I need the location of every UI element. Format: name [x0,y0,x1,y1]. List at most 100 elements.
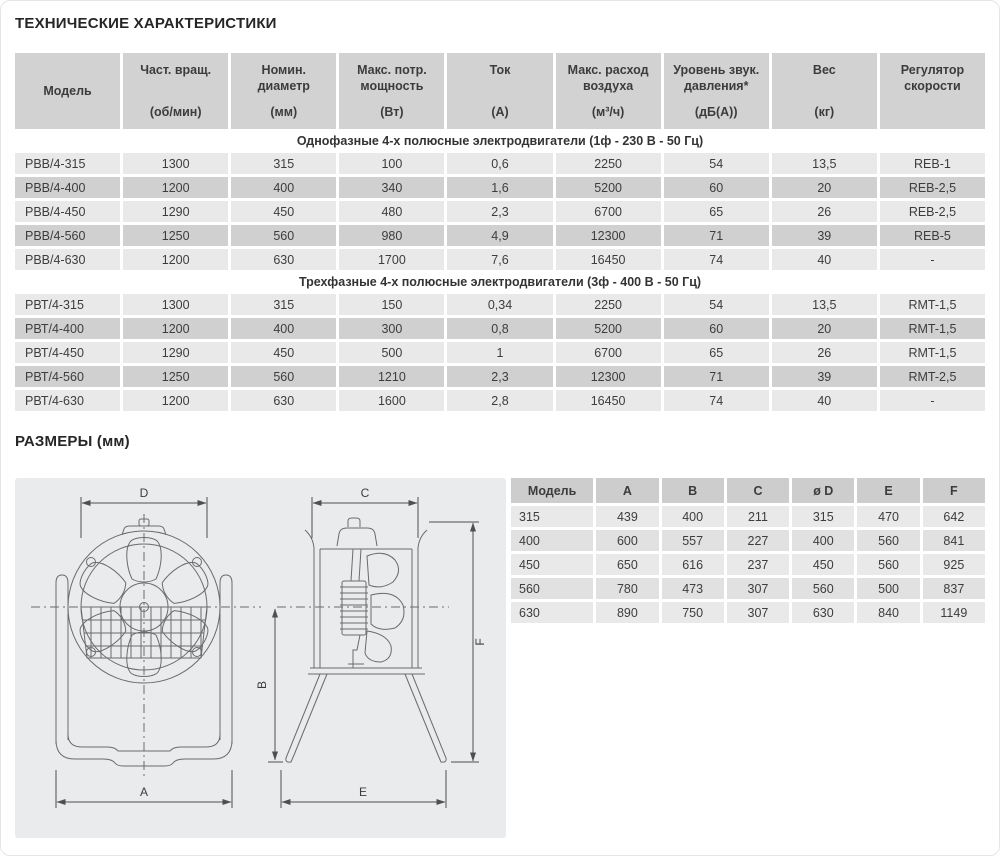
spec-value-cell: 2,8 [447,390,553,411]
spec-value-cell: 1250 [123,366,229,387]
dims-column-header: Модель [511,478,594,503]
spec-column-header: Макс. потр. мощность (Вт) [339,53,445,129]
dims-value-cell: 211 [726,506,790,527]
model-cell: РВВ/4-630 [15,249,121,270]
model-cell: РВТ/4-560 [15,366,121,387]
dims-column-header: E [857,478,920,503]
spec-value-cell: 315 [231,153,337,174]
spec-value-cell: 2250 [555,294,661,315]
dims-model-cell: 630 [511,602,594,623]
spec-value-cell: 1 [447,342,553,363]
fan-drawing-panel: D [15,478,506,838]
spec-value-cell: 1290 [123,201,229,222]
spec-value-cell: 150 [339,294,445,315]
dims-column-header: C [726,478,790,503]
spec-value-cell: 1210 [339,366,445,387]
spec-table: Модель Част. вращ. (об/мин) Номин. диаметр (… [15,53,985,411]
column-header-unit: (Вт) [380,104,404,119]
spec-value-cell: 2250 [555,153,661,174]
dims-value-cell: 557 [661,530,724,551]
dims-value-cell: 650 [596,554,659,575]
spec-value-cell: 60 [663,318,769,339]
dims-value-cell: 600 [596,530,659,551]
dims-value-cell: 439 [596,506,659,527]
dims-model-cell: 450 [511,554,594,575]
column-header-label: Макс. расход воздуха [567,63,649,94]
dims-value-cell: 560 [857,530,920,551]
dims-value-cell: 473 [661,578,724,599]
dims-model-cell: 400 [511,530,594,551]
dims-value-cell: 315 [792,506,855,527]
dims-model-cell: 560 [511,578,594,599]
spec-value-cell: 12300 [555,366,661,387]
spec-value-cell: 60 [663,177,769,198]
dimensions-title: РАЗМЕРЫ (мм) [15,433,130,450]
dims-value-cell: 400 [661,506,724,527]
spec-value-cell: RMT-1,5 [879,342,985,363]
dims-value-cell: 780 [596,578,659,599]
spec-value-cell: 20 [771,318,877,339]
spec-value-cell: RMT-1,5 [879,318,985,339]
spec-value-cell: 5200 [555,177,661,198]
dim-label-e: E [359,785,367,799]
column-header-unit: (дБ(А)) [694,104,738,119]
spec-value-cell: 1200 [123,318,229,339]
fan-grille [80,606,208,659]
spec-value-cell: 1700 [339,249,445,270]
tech-specs-title: ТЕХНИЧЕСКИЕ ХАРАКТЕРИСТИКИ [15,15,277,32]
spec-value-cell: 0,8 [447,318,553,339]
spec-value-cell: 2,3 [447,201,553,222]
column-header-unit: (А) [491,104,509,119]
dims-value-cell: 470 [857,506,920,527]
column-header-label: Уровень звук. давления* [673,63,760,94]
spec-value-cell: 71 [663,366,769,387]
dims-value-cell: 840 [857,602,920,623]
dims-value-cell: 890 [596,602,659,623]
spec-value-cell: 74 [663,390,769,411]
spec-value-cell: 39 [771,366,877,387]
dims-value-cell: 616 [661,554,724,575]
column-header-label: Макс. потр. мощность [357,63,427,94]
spec-value-cell: 26 [771,342,877,363]
spec-value-cell: 13,5 [771,294,877,315]
spec-value-cell: 1200 [123,390,229,411]
dims-value-cell: 227 [726,530,790,551]
column-header-label: Модель [43,83,92,98]
spec-value-cell: 54 [663,153,769,174]
fan-front-view: D [31,486,261,808]
spec-value-cell: 500 [339,342,445,363]
spec-value-cell: 1290 [123,342,229,363]
spec-value-cell: 1200 [123,249,229,270]
column-header-label: Ток [489,63,511,77]
spec-value-cell: 560 [231,366,337,387]
spec-value-cell: REB-2,5 [879,177,985,198]
column-header-unit: (мм) [270,104,298,119]
spec-value-cell: 300 [339,318,445,339]
spec-value-cell: 12300 [555,225,661,246]
spec-value-cell: 400 [231,318,337,339]
spec-value-cell: 65 [663,342,769,363]
dims-value-cell: 400 [792,530,855,551]
spec-value-cell: 1250 [123,225,229,246]
spec-value-cell: 560 [231,225,337,246]
spec-value-cell: 16450 [555,390,661,411]
spec-value-cell: REB-2,5 [879,201,985,222]
fan-technical-drawing: D [31,486,487,808]
spec-value-cell: 71 [663,225,769,246]
spec-column-header: Регулятор скорости [879,53,985,129]
spec-column-header: Макс. расход воздуха (м³/ч) [555,53,661,129]
model-cell: РВВ/4-400 [15,177,121,198]
dims-value-cell: 307 [726,578,790,599]
spec-column-header: Вес (кг) [771,53,877,129]
spec-column-header: Уровень звук. давления* (дБ(А)) [663,53,769,129]
spec-value-cell: RMT-1,5 [879,294,985,315]
spec-value-cell: 16450 [555,249,661,270]
spec-value-cell: 980 [339,225,445,246]
spec-value-cell: 39 [771,225,877,246]
dims-value-cell: 1149 [922,602,985,623]
spec-value-cell: 1600 [339,390,445,411]
spec-value-cell: 6700 [555,201,661,222]
spec-value-cell: 26 [771,201,877,222]
dims-value-cell: 237 [726,554,790,575]
